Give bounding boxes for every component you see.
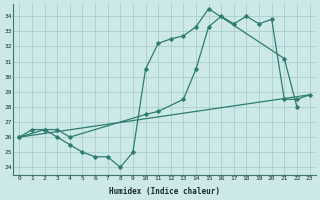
X-axis label: Humidex (Indice chaleur): Humidex (Indice chaleur) bbox=[109, 187, 220, 196]
